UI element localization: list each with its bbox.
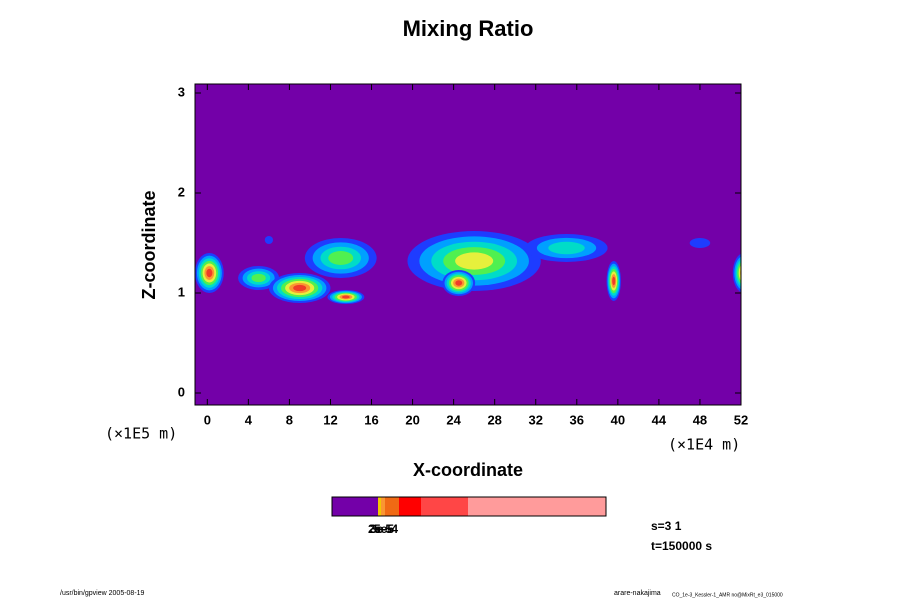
contour-region [341,295,350,299]
x-tick-label: 24 [446,412,461,427]
x-tick-label: 12 [323,412,337,427]
colorbar-segment [468,497,606,516]
y-unit: (×1E5 m) [105,425,177,443]
note: s=3 1 [651,519,682,533]
colorbar-label: 3e-5 [370,522,394,536]
colorbar-label: 2e-5 [368,522,392,536]
contour-region [328,251,354,265]
x-unit: (×1E4 m) [668,436,740,454]
x-tick-label: 52 [734,412,748,427]
colorbar-segment [399,497,421,516]
x-axis-label: X-coordinate [413,460,523,480]
y-tick-label: 2 [178,184,185,199]
x-tick-label: 40 [611,412,625,427]
x-tick-label: 20 [405,412,419,427]
x-tick-label: 0 [204,412,211,427]
colorbar-segment [421,497,468,516]
colorbar-segment [385,497,399,516]
colorbar-frame [331,496,607,517]
x-tick-label: 16 [364,412,378,427]
y-tick-label: 0 [178,384,185,399]
contour-region [264,236,274,244]
contour-region [548,241,585,255]
contour-region [738,265,741,281]
y-tick-label: 1 [178,284,185,299]
x-tick-label: 4 [245,412,253,427]
x-tick-label: 8 [286,412,293,427]
field [195,84,747,405]
colorbar-segment [381,497,385,516]
footer: /usr/bin/gpview 2005-08-19 [60,590,145,597]
footer: arare-nakajima [614,590,661,597]
contour-region [293,284,307,292]
footer: CO_1e-3_Kessler-1_AMR no@MixRt_e3_015000 [672,592,783,598]
x-tick-label: 28 [487,412,501,427]
contour-region [251,273,266,283]
contour-region [206,268,213,278]
contour-region [689,238,711,248]
contour-region [455,280,463,286]
x-tick-label: 44 [652,412,667,427]
colorbar-segment [332,497,378,516]
contour-region [612,276,616,286]
note: t=150000 s [651,539,712,553]
y-axis-label: Z-coordinate [139,190,159,299]
x-tick-label: 32 [529,412,543,427]
contour-region [455,252,494,270]
x-tick-label: 48 [693,412,707,427]
colorbar-label: 5e-4 [374,522,398,536]
x-tick-label: 36 [570,412,584,427]
colorbar-segment [378,497,381,516]
chart-title: Mixing Ratio [403,16,534,41]
y-tick-label: 3 [178,84,185,99]
plot-frame [194,83,742,406]
contour-region [742,269,747,277]
